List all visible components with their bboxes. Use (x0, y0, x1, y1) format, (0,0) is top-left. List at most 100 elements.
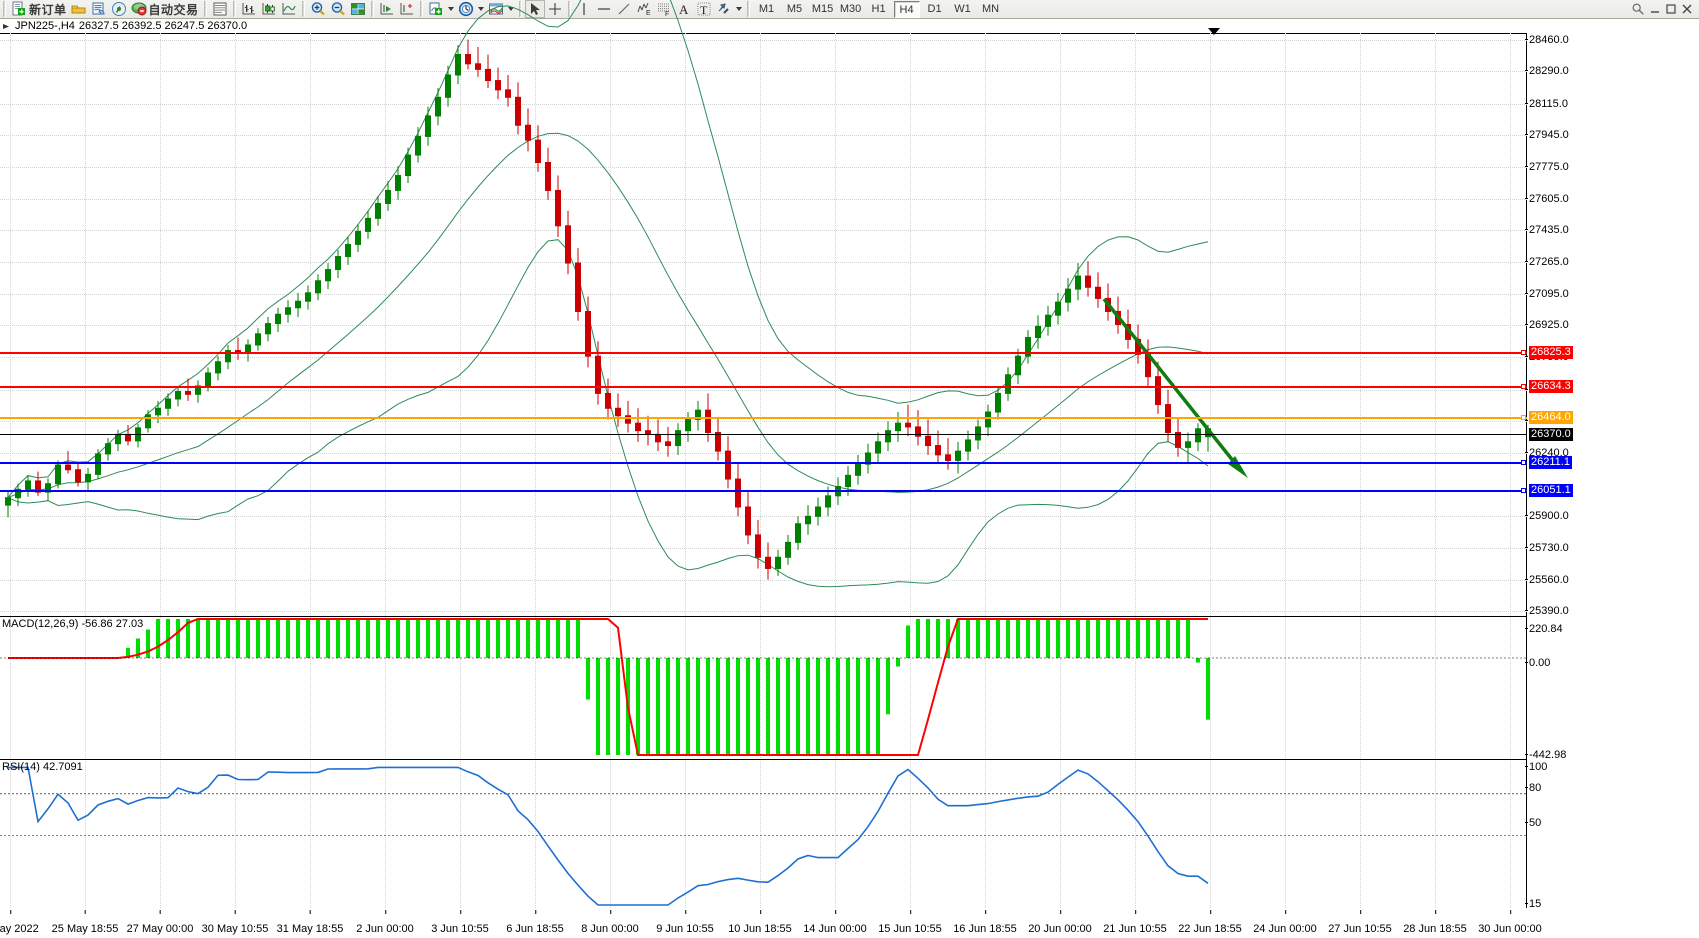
timeframe-d1[interactable]: D1 (927, 2, 942, 15)
new-order-label: 新订单 (29, 2, 67, 17)
candlestick (545, 147, 551, 200)
close-icon[interactable] (1681, 3, 1693, 15)
price-level-tag[interactable]: 26634.3 (1529, 380, 1573, 393)
candlestick (1085, 261, 1091, 297)
fibonacci-button[interactable]: F (654, 0, 674, 18)
level-drag-handle[interactable] (1521, 384, 1526, 389)
level-drag-handle[interactable] (1521, 350, 1526, 355)
chevron-down-icon[interactable] (507, 7, 514, 11)
time-scale[interactable]: 4 May 2022 25 May 18:55 27 May 00:00 30 May… (0, 909, 1542, 938)
folder-button[interactable] (69, 0, 89, 18)
candlestick (185, 378, 191, 401)
line-chart-button[interactable] (279, 0, 299, 18)
timeframe-h1[interactable]: H1 (871, 2, 886, 15)
period-button[interactable] (456, 0, 486, 18)
price-level-tag[interactable]: 26051.1 (1529, 484, 1573, 497)
candlestick (595, 341, 601, 405)
gridline-horizontal (0, 579, 1527, 581)
horizontal-line-button[interactable] (594, 0, 614, 18)
chevron-down-icon[interactable] (477, 7, 484, 11)
maximize-icon[interactable] (1665, 3, 1677, 15)
candlestick (865, 443, 871, 474)
time-tick: 10 Jun 18:55 (728, 910, 792, 935)
timeframe-h4[interactable]: H4 (893, 0, 920, 18)
price-tick: 26925.0 (1525, 319, 1569, 332)
elliott-wave-button[interactable]: E (634, 0, 654, 18)
level-drag-handle[interactable] (1521, 415, 1526, 420)
candlestick (305, 285, 311, 310)
text-label-button[interactable]: T (694, 0, 714, 18)
price-level-tag[interactable]: 26464.0 (1529, 411, 1573, 424)
gridline-horizontal (0, 198, 1527, 200)
price-level-line[interactable] (0, 352, 1527, 354)
cursor-button[interactable] (524, 0, 545, 18)
bar-chart-button[interactable] (239, 0, 259, 18)
chevron-down-icon[interactable] (735, 7, 742, 11)
timeframe-mn[interactable]: MN (981, 2, 1000, 15)
price-level-tag[interactable]: 26211.1 (1529, 456, 1572, 469)
candlestick (345, 236, 351, 265)
chevron-down-icon[interactable] (447, 7, 454, 11)
price-level-line[interactable] (0, 386, 1527, 388)
price-tick: 27265.0 (1525, 256, 1569, 269)
candlestick (605, 378, 611, 420)
down-trend-arrow[interactable] (1102, 297, 1248, 478)
grid-button[interactable] (348, 0, 368, 18)
data-window-button[interactable] (210, 0, 230, 18)
auto-trading-button[interactable]: 自动交易 (129, 0, 201, 18)
timeframe-m30[interactable]: M30 (839, 2, 862, 15)
gridline-vertical (1435, 33, 1436, 908)
search-icon[interactable] (1631, 2, 1645, 16)
template-button[interactable] (426, 0, 456, 18)
crosshair-button[interactable] (545, 0, 565, 18)
price-level-tag[interactable]: 26825.3 (1529, 346, 1573, 359)
time-tick: 16 Jun 18:55 (953, 910, 1017, 935)
candlestick (365, 210, 371, 239)
minimize-icon[interactable] (1649, 3, 1661, 15)
price-level-line[interactable] (0, 417, 1527, 419)
candlestick (1185, 432, 1191, 465)
terminal-button[interactable] (89, 0, 109, 18)
navigator-button[interactable] (109, 0, 129, 18)
timeframe-m5[interactable]: M5 (786, 2, 803, 15)
zoom-out-button[interactable] (328, 0, 348, 18)
candlestick (515, 82, 521, 135)
time-tick: 24 Jun 00:00 (1253, 910, 1317, 935)
main-toolbar: 新订单 (0, 0, 1699, 19)
scroll-position-marker[interactable] (1208, 28, 1220, 35)
candlestick (1175, 417, 1181, 457)
price-level-tag[interactable]: 26370.0 (1529, 428, 1573, 441)
price-level-line[interactable] (0, 434, 1527, 435)
indicators-button[interactable] (486, 0, 516, 18)
candlestick (285, 300, 291, 323)
new-order-button[interactable]: 新订单 (9, 0, 69, 18)
price-tick: 27775.0 (1525, 161, 1569, 174)
macd-scale-tick: 220.84 (1525, 623, 1563, 635)
candlestick (255, 328, 261, 351)
candlestick-chart-button[interactable] (259, 0, 279, 18)
chart-shift-button[interactable] (397, 0, 417, 18)
price-tick: 28115.0 (1525, 97, 1568, 110)
trendline-button[interactable] (614, 0, 634, 18)
timeframe-w1[interactable]: W1 (954, 2, 971, 15)
timeframe-m15[interactable]: M15 (811, 2, 834, 15)
price-level-line[interactable] (0, 490, 1527, 492)
zoom-in-button[interactable] (308, 0, 328, 18)
chart-menu-arrow-icon[interactable] (2, 22, 11, 31)
level-drag-handle[interactable] (1521, 488, 1526, 493)
level-drag-handle[interactable] (1521, 460, 1526, 465)
vertical-line-button[interactable] (574, 0, 594, 18)
candlestick (155, 400, 161, 424)
candlestick (105, 438, 111, 461)
objects-button[interactable] (714, 0, 744, 18)
time-tick: 9 Jun 10:55 (656, 910, 714, 935)
timeframe-m1[interactable]: M1 (758, 2, 775, 15)
text-button[interactable]: A (674, 0, 694, 18)
price-tick: 27605.0 (1525, 192, 1569, 205)
price-level-line[interactable] (0, 462, 1527, 464)
auto-scroll-button[interactable] (377, 0, 397, 18)
candlestick (715, 417, 721, 461)
gridline-horizontal (0, 230, 1527, 232)
svg-text:T: T (700, 3, 708, 17)
